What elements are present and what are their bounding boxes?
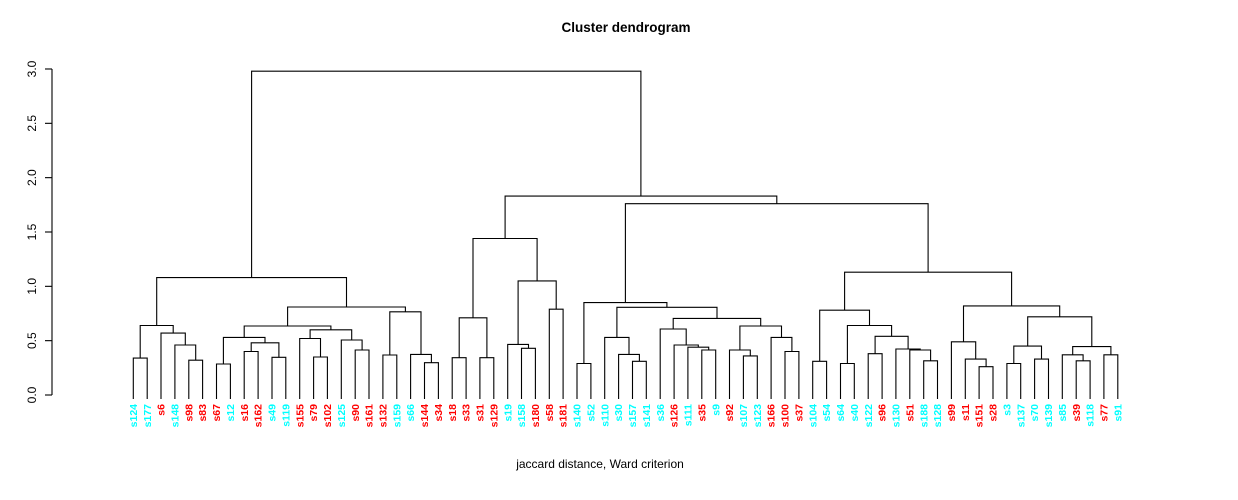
leaf-label: s123 [752, 404, 764, 428]
leaf-label: s111 [683, 404, 695, 426]
leaf-label: s19 [502, 404, 514, 422]
leaf-label: s161 [364, 404, 376, 428]
leaf-label: s159 [391, 404, 403, 428]
y-axis-tick-label: 0.0 [25, 386, 39, 403]
leaf-label: s119 [280, 404, 292, 427]
leaf-label: s12 [225, 404, 237, 422]
plot-title: Cluster dendrogram [561, 20, 691, 35]
leaf-label: s49 [267, 404, 279, 422]
leaf-label: s144 [419, 404, 431, 428]
leaf-label: s33 [461, 404, 473, 422]
leaf-label: s77 [1099, 404, 1111, 422]
leaf-label: s39 [1071, 404, 1083, 422]
y-axis-tick-label: 3.0 [25, 60, 39, 77]
leaf-label: s102 [322, 404, 334, 428]
leaf-label: s11 [960, 404, 972, 421]
leaf-label: s132 [378, 404, 390, 428]
leaf-label: s129 [488, 404, 500, 428]
leaf-label: s141 [641, 404, 653, 428]
leaf-label: s96 [877, 404, 889, 422]
leaf-label: s166 [766, 404, 778, 428]
leaf-label: s155 [294, 404, 306, 428]
leaf-label: s124 [128, 404, 140, 428]
y-axis-tick-label: 2.0 [25, 169, 39, 186]
leaf-label: s9 [710, 404, 722, 416]
leaf-label: s58 [544, 404, 556, 422]
leaf-label: s31 [475, 404, 487, 422]
y-axis-tick-label: 1.0 [25, 278, 39, 295]
leaf-label: s98 [183, 404, 195, 422]
leaf-label: s139 [1043, 404, 1055, 428]
leaf-label: s128 [932, 404, 944, 428]
leaf-label: s126 [669, 404, 681, 428]
leaf-label: s35 [696, 404, 708, 422]
leaf-label: s107 [738, 404, 750, 428]
leaf-label: s180 [530, 404, 542, 428]
leaf-label: s36 [655, 404, 667, 422]
leaf-label: s99 [946, 404, 958, 422]
leaf-label: s148 [170, 404, 182, 428]
leaf-label: s92 [724, 404, 736, 422]
leaf-label: s79 [308, 404, 320, 422]
leaf-label: s40 [849, 404, 861, 422]
dendrogram-lines [132, 70, 1119, 399]
leaf-label: s137 [1015, 404, 1027, 428]
leaf-label: s140 [572, 404, 584, 428]
leaf-label: s157 [627, 404, 639, 428]
y-axis-tick-label: 0.5 [25, 332, 39, 349]
leaf-label: s181 [558, 404, 570, 428]
leaf-label: s162 [253, 404, 265, 428]
leaf-label: s188 [918, 404, 930, 428]
leaf-label: s66 [405, 404, 417, 422]
leaf-label: s16 [239, 404, 251, 422]
leaf-label: s30 [613, 404, 625, 422]
x-axis-label: jaccard distance, Ward criterion [516, 457, 684, 471]
y-axis-tick-label: 1.5 [25, 223, 39, 240]
leaf-label: s6 [156, 404, 168, 416]
leaf-label: s130 [891, 404, 903, 428]
leaf-label: s90 [350, 404, 362, 422]
leaf-label: s28 [988, 404, 1000, 422]
leaf-label: s125 [336, 404, 348, 428]
leaf-label: s158 [516, 404, 528, 428]
leaf-label: s52 [586, 404, 598, 422]
leaf-label: s83 [197, 404, 209, 422]
leaf-label: s18 [447, 404, 459, 422]
leaf-label: s70 [1029, 404, 1041, 422]
leaf-label: s151 [974, 404, 986, 428]
leaf-label: s85 [1057, 404, 1069, 422]
leaf-label: s177 [142, 404, 154, 428]
leaf-label: s100 [780, 404, 792, 428]
y-axis-tick-label: 2.5 [25, 115, 39, 132]
leaf-label: s54 [821, 404, 833, 422]
leaf-label: s3 [1002, 404, 1014, 416]
leaf-label: s51 [904, 404, 916, 422]
leaf-label: s118 [1085, 404, 1097, 427]
leaf-label: s34 [433, 404, 445, 422]
leaf-label: s110 [599, 404, 611, 427]
leaf-label: s67 [211, 404, 223, 422]
leaf-label: s104 [807, 404, 819, 428]
leaf-label: s91 [1112, 404, 1124, 422]
leaf-label: s64 [835, 404, 847, 422]
leaf-label: s122 [863, 404, 875, 428]
leaf-label: s37 [794, 404, 806, 422]
